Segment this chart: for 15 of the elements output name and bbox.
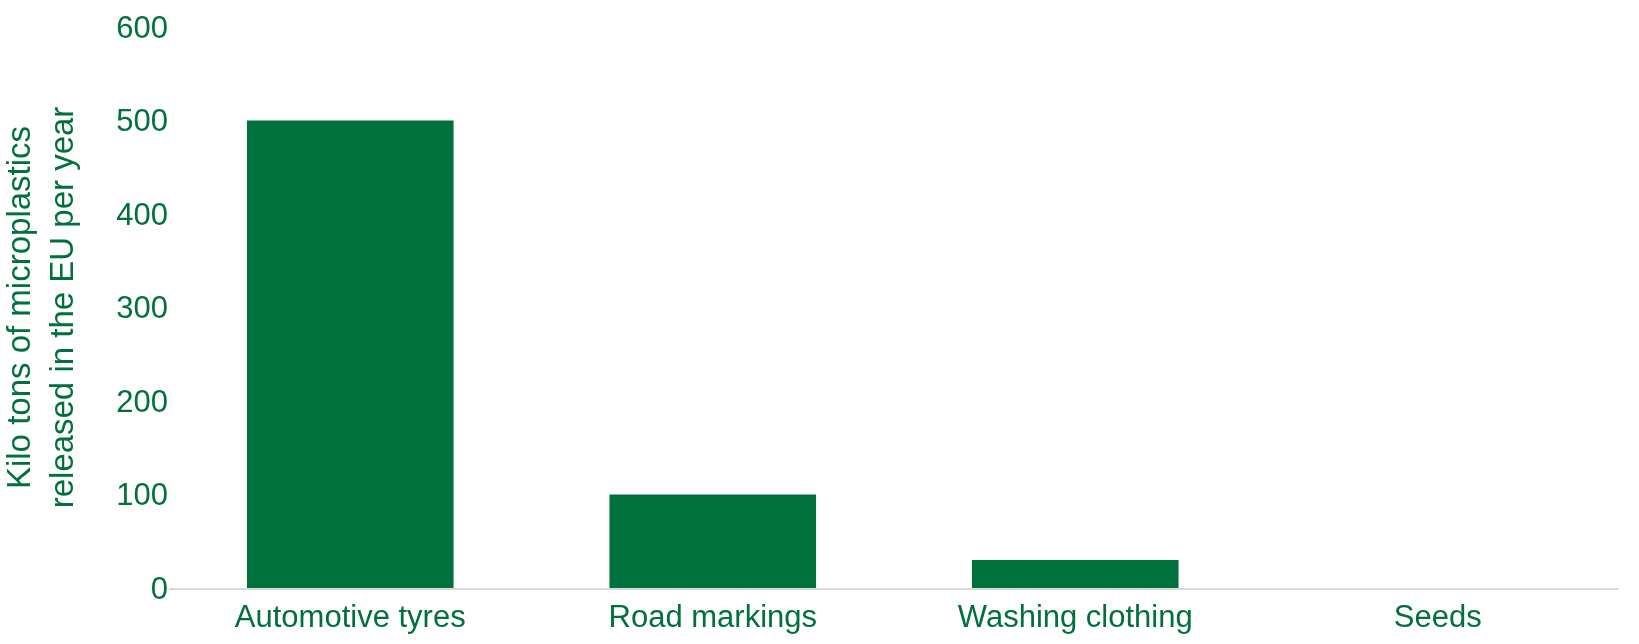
bar [246,120,454,588]
y-tick-label: 400 [116,196,168,232]
y-axis-title: Kilo tons of microplastics released in the EU per year [0,106,80,509]
bar [609,494,817,588]
bar [971,559,1179,588]
x-tick-label: Road markings [608,599,817,635]
x-tick-label: Automotive tyres [234,599,466,635]
x-tick-label: Washing clothing [957,599,1193,635]
y-tick-label: 300 [116,290,168,326]
x-tick-label: Seeds [1393,599,1482,635]
y-tick-label: 500 [116,103,168,139]
y-tick-label: 100 [116,477,168,513]
y-tick-label: 200 [116,383,168,419]
y-tick-label: 0 [150,570,168,606]
y-tick-label: 600 [116,9,168,45]
